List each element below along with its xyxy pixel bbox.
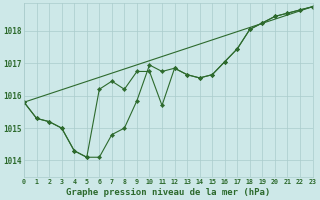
- X-axis label: Graphe pression niveau de la mer (hPa): Graphe pression niveau de la mer (hPa): [66, 188, 270, 197]
